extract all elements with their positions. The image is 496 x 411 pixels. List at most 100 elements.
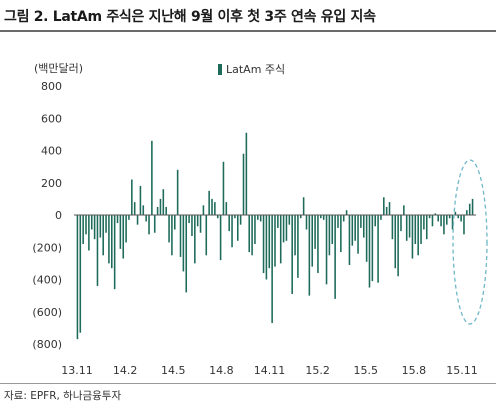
bar bbox=[299, 215, 302, 219]
y-tick-label: 0 bbox=[55, 209, 62, 222]
bar bbox=[148, 215, 150, 235]
bar bbox=[460, 215, 462, 222]
bar bbox=[308, 215, 311, 296]
bar bbox=[471, 198, 474, 216]
bar bbox=[383, 197, 385, 215]
bar bbox=[371, 215, 374, 282]
bar bbox=[113, 215, 116, 290]
y-tick-label: 400 bbox=[41, 145, 62, 158]
bar bbox=[216, 215, 219, 219]
bar bbox=[431, 215, 434, 227]
bar bbox=[202, 205, 205, 215]
bar bbox=[354, 215, 356, 241]
bar bbox=[254, 215, 256, 245]
bar bbox=[360, 215, 362, 228]
bar bbox=[239, 215, 242, 225]
x-tick-label: 15.5 bbox=[354, 364, 379, 377]
bar bbox=[425, 215, 428, 240]
x-tick-label: 14.8 bbox=[209, 364, 234, 377]
y-axis: 800 600 400 200 0 (200) (400) (600) (800) bbox=[32, 80, 62, 351]
bar bbox=[322, 215, 325, 220]
bar bbox=[162, 189, 165, 215]
bar bbox=[194, 215, 196, 264]
bar bbox=[196, 215, 199, 227]
bar bbox=[279, 215, 282, 264]
bar bbox=[288, 215, 291, 225]
bar bbox=[228, 215, 230, 232]
bar bbox=[125, 215, 127, 243]
bar bbox=[365, 215, 368, 262]
bar bbox=[437, 215, 439, 222]
bar bbox=[234, 215, 236, 219]
y-tick-label: (400) bbox=[32, 274, 62, 287]
bar bbox=[165, 206, 167, 215]
bar bbox=[102, 215, 104, 256]
bar bbox=[128, 215, 130, 220]
bar bbox=[199, 215, 202, 233]
highlight-ellipse bbox=[452, 159, 488, 325]
bar bbox=[265, 215, 268, 280]
bar bbox=[334, 215, 336, 299]
bar bbox=[182, 215, 185, 272]
x-tick-label: 13.11 bbox=[61, 364, 93, 377]
bar bbox=[291, 215, 293, 295]
y-tick-label: 600 bbox=[41, 112, 62, 125]
bar bbox=[85, 215, 87, 235]
bar bbox=[214, 202, 216, 215]
bar bbox=[133, 202, 136, 215]
bar bbox=[297, 215, 299, 278]
bar bbox=[116, 215, 119, 224]
source-rule bbox=[0, 383, 496, 384]
bar bbox=[111, 215, 113, 269]
bar bbox=[245, 132, 248, 215]
bar bbox=[271, 215, 273, 324]
bar bbox=[231, 215, 233, 248]
bar bbox=[285, 215, 288, 241]
bar bbox=[122, 215, 125, 259]
x-tick-label: 14.2 bbox=[113, 364, 138, 377]
bar bbox=[257, 215, 259, 220]
bar bbox=[159, 198, 162, 216]
bar bbox=[185, 215, 188, 293]
bar bbox=[268, 215, 271, 269]
bar bbox=[434, 213, 437, 215]
y-tick-label: 200 bbox=[41, 177, 62, 190]
bar bbox=[242, 153, 245, 215]
bar bbox=[423, 215, 425, 230]
bar bbox=[96, 215, 99, 286]
x-tick-label: 15.2 bbox=[305, 364, 330, 377]
y-tick-label: (600) bbox=[32, 306, 62, 319]
bar bbox=[311, 215, 314, 267]
bar bbox=[466, 210, 468, 215]
bar bbox=[314, 215, 316, 249]
bar bbox=[79, 215, 82, 333]
y-tick-label: 800 bbox=[41, 80, 62, 93]
bar bbox=[274, 215, 276, 267]
chart-title: 그림 2. LatAm 주식은 지난해 9월 이후 첫 3주 연속 유입 지속 bbox=[4, 9, 376, 25]
bar bbox=[368, 215, 371, 288]
bar bbox=[139, 185, 142, 215]
bar bbox=[93, 215, 96, 240]
bar bbox=[391, 215, 394, 240]
bar bbox=[448, 215, 451, 219]
bar bbox=[377, 215, 379, 283]
bar bbox=[205, 215, 208, 256]
y-tick-label: (800) bbox=[32, 338, 62, 351]
bar bbox=[188, 215, 190, 224]
y-tick-label: (200) bbox=[32, 241, 62, 254]
legend: LatAm 주식 bbox=[218, 61, 285, 77]
bar bbox=[105, 215, 107, 233]
bar bbox=[219, 215, 222, 261]
x-tick-label: 14.11 bbox=[254, 364, 286, 377]
bar bbox=[454, 211, 457, 215]
bar bbox=[328, 215, 331, 256]
x-tick-label: 15.11 bbox=[446, 364, 478, 377]
bar bbox=[348, 215, 351, 265]
bar bbox=[76, 215, 79, 340]
x-axis: 13.11 14.2 14.5 14.8 14.11 15.2 15.5 15.8 15.11 bbox=[61, 364, 478, 377]
bar bbox=[174, 215, 176, 230]
bar bbox=[451, 215, 454, 230]
bar bbox=[428, 215, 431, 219]
bar bbox=[388, 202, 391, 215]
bar bbox=[151, 140, 153, 215]
